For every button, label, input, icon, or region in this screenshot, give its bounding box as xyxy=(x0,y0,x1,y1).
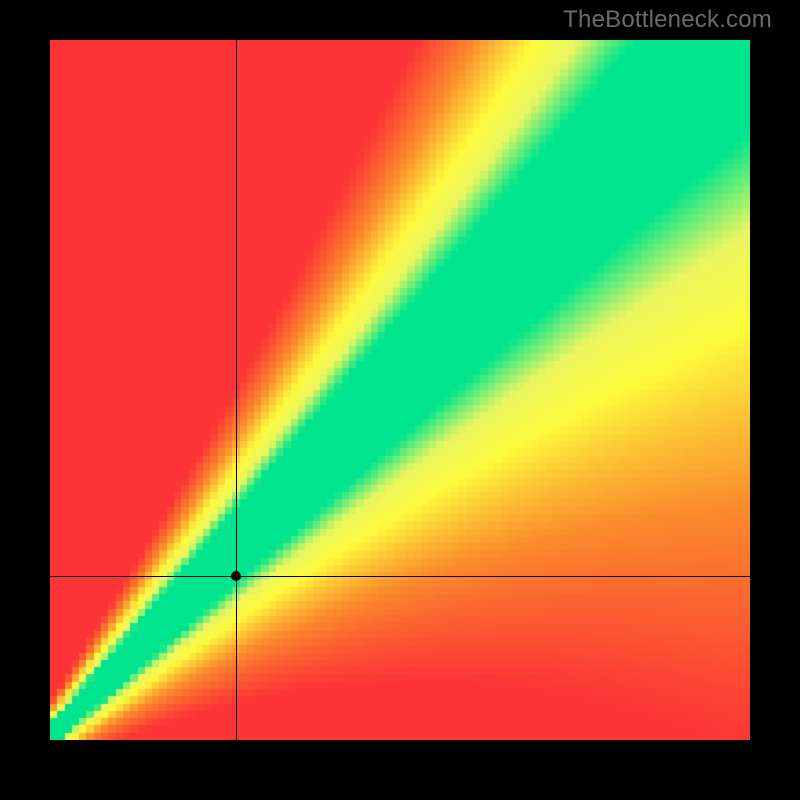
crosshair-vertical xyxy=(236,40,237,740)
attribution-text: TheBottleneck.com xyxy=(563,6,772,34)
plot-frame xyxy=(50,40,750,740)
data-point xyxy=(231,571,241,581)
crosshair-horizontal xyxy=(50,576,750,577)
bottleneck-heatmap xyxy=(50,40,750,740)
